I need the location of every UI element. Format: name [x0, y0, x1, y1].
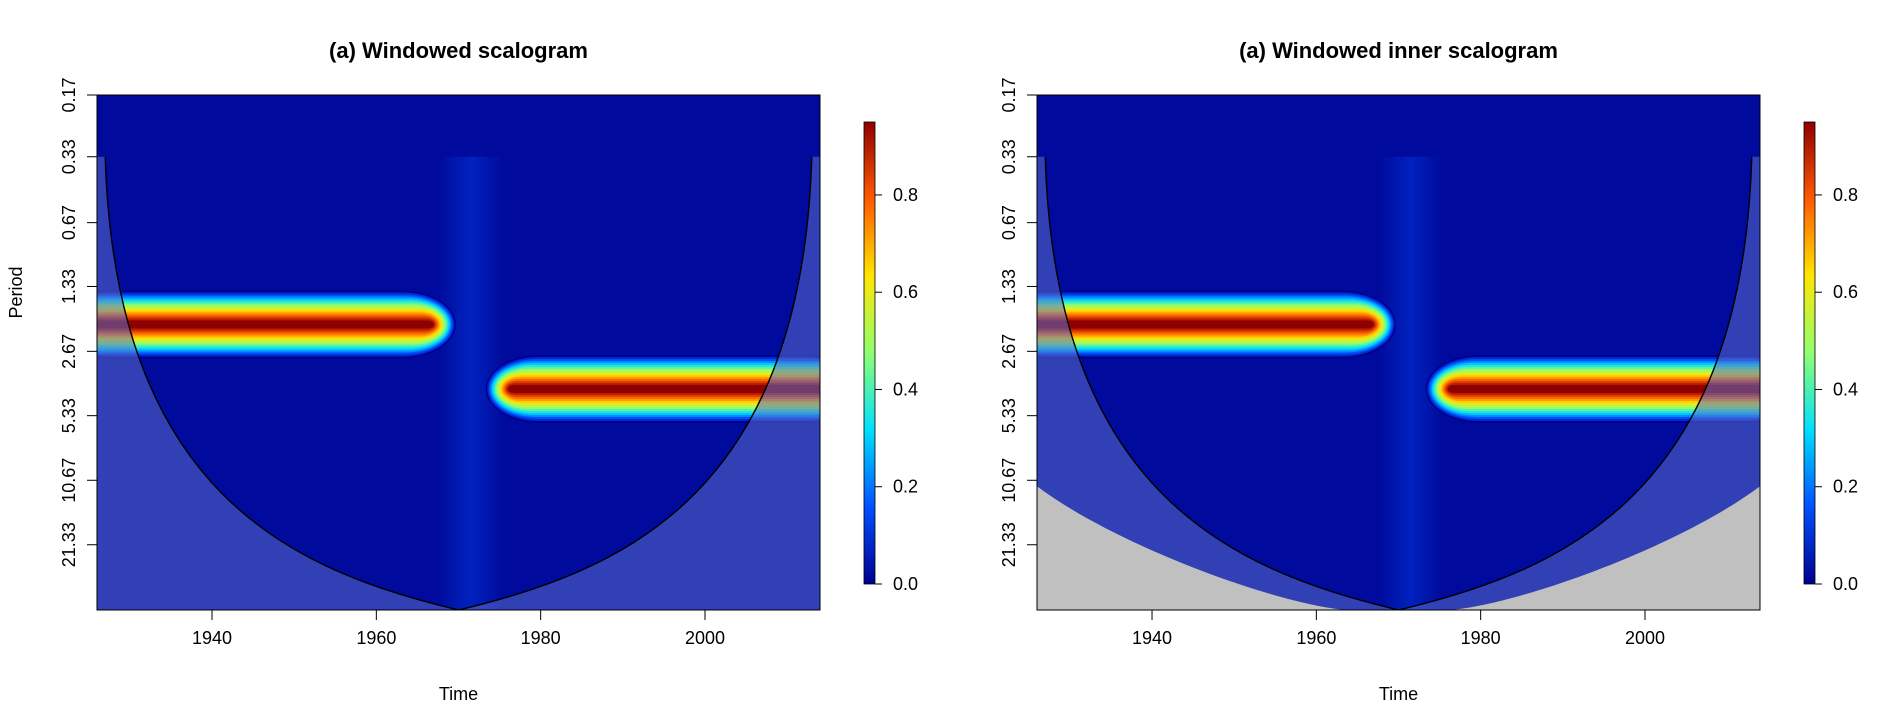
- y-tick-label: 5.33: [59, 398, 79, 433]
- y-tick-label: 0.17: [59, 77, 79, 112]
- x-axis-label: Time: [439, 684, 478, 704]
- energy-band-1: [97, 290, 456, 359]
- cone-shading: [97, 156, 820, 610]
- x-tick-label: 2000: [1625, 628, 1665, 648]
- y-tick-label: 0.67: [999, 205, 1019, 240]
- y-tick-label: 0.67: [59, 205, 79, 240]
- plot-frame: [1036, 94, 1761, 611]
- colorbar-tick-label: 0.0: [893, 574, 918, 594]
- x-axis: 1940 1960 1980 2000: [192, 610, 725, 648]
- y-tick-label: 5.33: [999, 398, 1019, 433]
- chart-title: (a) Windowed scalogram: [329, 38, 588, 63]
- scalogram-panel-2: (a) Windowed inner scalogram 1940 1960 1980…: [999, 38, 1858, 704]
- y-tick-label: 10.67: [59, 458, 79, 503]
- plot-area: [1037, 95, 1760, 610]
- colorbar-scale: [863, 121, 876, 585]
- colorbar-tick-label: 0.2: [1833, 477, 1858, 497]
- y-tick-label: 10.67: [999, 458, 1019, 503]
- y-axis: 0.17 0.33 0.67 1.33 2.67 5.33 10.67 21.33: [999, 77, 1037, 567]
- colorbar-tick-label: 0.8: [893, 185, 918, 205]
- plot-frame: [96, 94, 821, 611]
- band-level: [1447, 384, 1760, 394]
- y-tick-label: 2.67: [999, 334, 1019, 369]
- x-tick-label: 1960: [1296, 628, 1336, 648]
- x-tick-label: 1940: [192, 628, 232, 648]
- cone-of-influence-line: [1044, 156, 1753, 610]
- energy-band-2: [485, 354, 820, 423]
- transition-glow: [1377, 156, 1444, 610]
- energy-band-1: [1037, 290, 1396, 359]
- x-tick-label: 2000: [685, 628, 725, 648]
- cone-of-influence-line: [104, 156, 813, 610]
- chart-title: (a) Windowed inner scalogram: [1239, 38, 1558, 63]
- y-axis: 0.17 0.33 0.67 1.33 2.67 5.33 10.67 21.33: [59, 77, 97, 567]
- colorbar-tick-label: 0.0: [1833, 574, 1858, 594]
- colorbar-scale: [1803, 121, 1816, 585]
- scalogram-panel-1: (a) Windowed scalogram 1940 1960 1980 2000 Ti…: [6, 38, 918, 704]
- colorbar-tick-label: 0.2: [893, 477, 918, 497]
- y-tick-label: 1.33: [999, 269, 1019, 304]
- na-region: [1037, 486, 1760, 610]
- band-level: [507, 384, 820, 394]
- y-tick-label: 1.33: [59, 269, 79, 304]
- colorbar: 0.0 0.2 0.4 0.6 0.8: [863, 121, 918, 594]
- band-level: [97, 320, 434, 329]
- x-tick-label: 1960: [356, 628, 396, 648]
- colorbar-tick-label: 0.6: [1833, 282, 1858, 302]
- transition-glow: [437, 156, 504, 610]
- plot-area: [97, 95, 820, 610]
- y-tick-label: 0.33: [59, 139, 79, 174]
- colorbar-tick-label: 0.4: [1833, 379, 1858, 399]
- y-tick-label: 21.33: [999, 522, 1019, 567]
- y-tick-label: 21.33: [59, 522, 79, 567]
- colorbar-tick-label: 0.8: [1833, 185, 1858, 205]
- colorbar-tick-label: 0.6: [893, 282, 918, 302]
- energy-band-2: [1425, 354, 1760, 423]
- colorbar-tick-label: 0.4: [893, 379, 918, 399]
- x-tick-label: 1980: [521, 628, 561, 648]
- band-level: [1037, 320, 1374, 329]
- y-tick-label: 0.17: [999, 77, 1019, 112]
- x-axis-label: Time: [1379, 684, 1418, 704]
- y-tick-label: 2.67: [59, 334, 79, 369]
- x-tick-label: 1940: [1132, 628, 1172, 648]
- y-axis-label: Period: [6, 266, 26, 318]
- y-tick-label: 0.33: [999, 139, 1019, 174]
- x-axis: 1940 1960 1980 2000: [1132, 610, 1665, 648]
- colorbar: 0.0 0.2 0.4 0.6 0.8: [1803, 121, 1858, 594]
- x-tick-label: 1980: [1461, 628, 1501, 648]
